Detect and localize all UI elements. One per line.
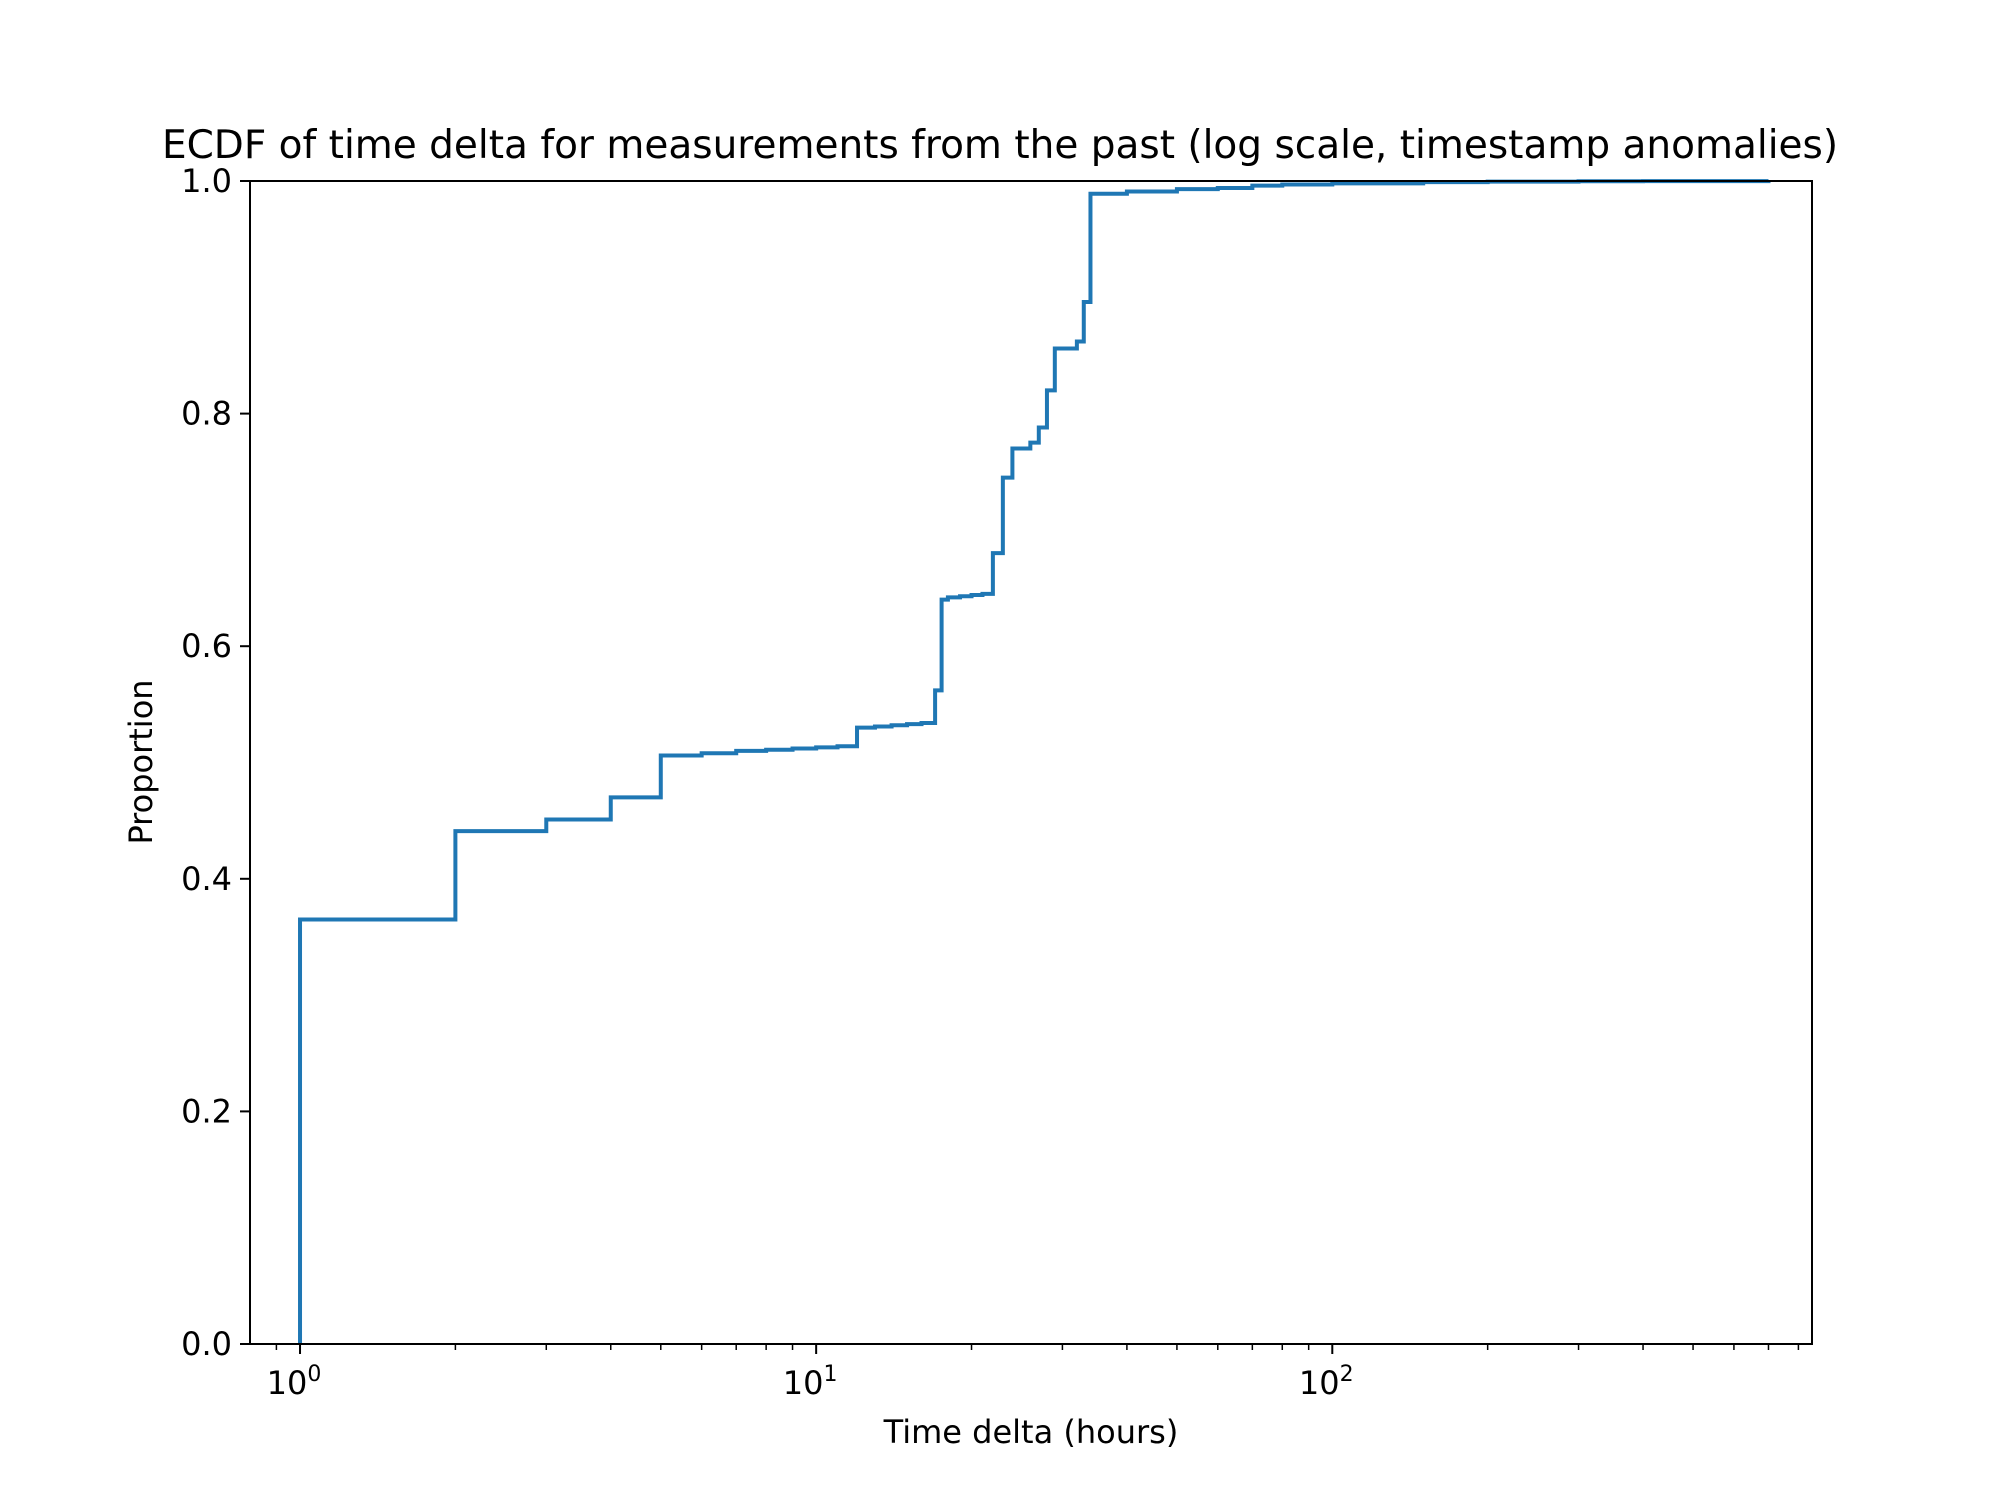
plot-area [250,181,1812,1344]
y-tick-label: 1.0 [181,162,232,200]
x-axis-label: Time delta (hours) [883,1413,1179,1451]
y-tick-label: 0.2 [181,1092,232,1130]
y-axis-label: Proportion [122,679,160,844]
plot-frame [249,180,1813,1345]
ecdf-series-line [298,179,1771,1344]
y-axis-ticks: 0.0 0.2 0.4 0.6 0.8 1.0 [181,162,250,1363]
x-tick-label: 102 [1299,1362,1354,1402]
y-tick-label: 0.6 [181,627,232,665]
x-tick-label: 100 [267,1362,322,1402]
x-tick-label: 101 [783,1362,838,1402]
chart-title: ECDF of time delta for measurements from… [162,123,1838,168]
x-axis-ticks: 100 101 102 [267,1344,1800,1402]
y-tick-label: 0.4 [181,860,232,898]
y-tick-label: 0.8 [181,395,232,433]
y-tick-label: 0.0 [181,1325,232,1363]
